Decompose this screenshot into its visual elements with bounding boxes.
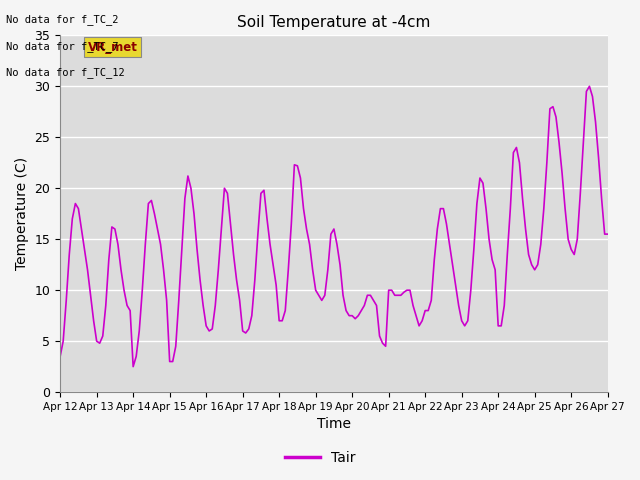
Text: No data for f_TC_7: No data for f_TC_7	[6, 41, 119, 52]
Text: VR_met: VR_met	[88, 41, 138, 54]
Text: No data for f_TC_12: No data for f_TC_12	[6, 67, 125, 78]
Text: No data for f_TC_2: No data for f_TC_2	[6, 14, 119, 25]
Title: Soil Temperature at -4cm: Soil Temperature at -4cm	[237, 15, 431, 30]
Y-axis label: Temperature (C): Temperature (C)	[15, 157, 29, 270]
X-axis label: Time: Time	[317, 418, 351, 432]
Legend: Tair: Tair	[279, 445, 361, 471]
